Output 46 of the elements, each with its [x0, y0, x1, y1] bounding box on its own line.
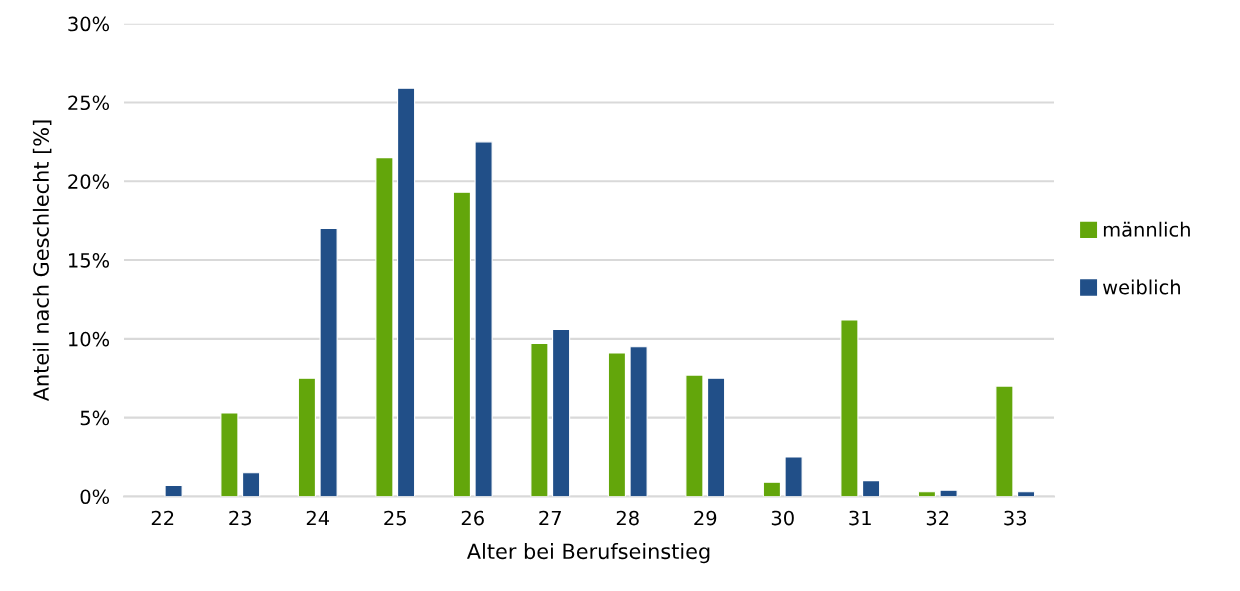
bar [297, 377, 316, 497]
bar [530, 343, 549, 497]
bar [762, 481, 781, 497]
bar [784, 456, 803, 497]
y-axis-title: Anteil nach Geschlecht [%] [32, 120, 52, 402]
x-tick-label: 22 [151, 510, 174, 526]
bar [552, 328, 571, 497]
bar [164, 484, 183, 497]
x-tick-label: 27 [539, 510, 561, 526]
bar [607, 352, 626, 497]
bar [707, 377, 726, 497]
x-tick-label: 30 [771, 510, 794, 526]
bar [685, 374, 704, 497]
y-tick-label: 25% [68, 95, 110, 111]
bar [397, 87, 416, 497]
x-tick-label: 25 [384, 510, 406, 526]
y-tick-label: 10% [69, 331, 110, 347]
bar [917, 491, 936, 497]
bar [375, 157, 394, 497]
bar [319, 227, 338, 497]
bar [452, 191, 471, 497]
x-tick-label: 32 [926, 510, 949, 526]
bar [629, 346, 648, 497]
bar [220, 412, 239, 497]
bar [242, 472, 261, 497]
x-axis-title: Alter bei Berufseinstieg [466, 543, 710, 564]
bar [840, 319, 859, 497]
bar [939, 489, 958, 497]
bar [474, 141, 493, 497]
y-tick-label: 0% [80, 489, 110, 505]
bar [1017, 491, 1036, 497]
x-tick-label: 33 [1004, 510, 1027, 526]
y-tick-label: 15% [69, 253, 110, 268]
x-tick-label: 28 [616, 510, 639, 526]
x-tick-label: 26 [461, 510, 484, 526]
x-tick-label: 31 [849, 510, 871, 526]
legend-label: weiblich [1103, 279, 1180, 295]
y-tick-label: 5% [80, 410, 110, 426]
y-tick-label: 30% [68, 16, 110, 32]
x-tick-label: 24 [306, 510, 330, 526]
y-tick-label: 20% [68, 174, 110, 189]
bar [862, 480, 881, 497]
x-tick-label: 29 [694, 510, 717, 526]
x-tick-label: 23 [229, 510, 252, 526]
legend-label: männlich [1103, 221, 1190, 237]
bar [995, 385, 1014, 497]
